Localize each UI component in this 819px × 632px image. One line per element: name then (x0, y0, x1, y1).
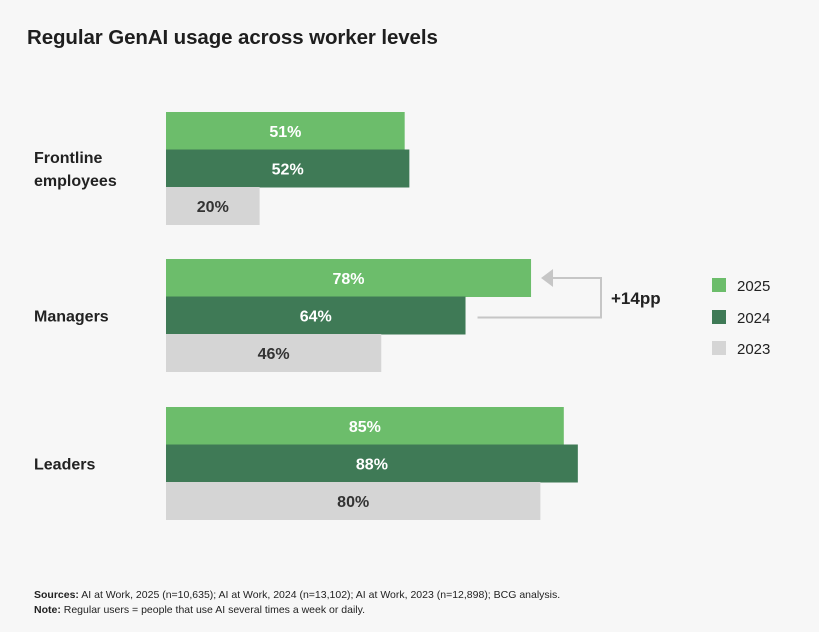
legend-swatch-2024 (712, 310, 726, 324)
legend-swatch-2023 (712, 341, 726, 355)
bar-label-leaders-2025: 85% (349, 419, 381, 436)
chart-title: Regular GenAI usage across worker levels (27, 26, 438, 49)
bar-leaders-2024 (166, 444, 578, 483)
legend-label-2025: 2025 (737, 278, 770, 295)
note-label: Note: (34, 604, 61, 616)
note-text: Regular users = people that use AI sever… (60, 604, 366, 616)
bar-label-leaders-2023: 80% (337, 494, 369, 511)
bar-label-managers-2025: 78% (333, 271, 365, 288)
legend-swatch-2025 (712, 278, 726, 292)
chart-footer: Sources: AI at Work, 2025 (n=10,635); AI… (34, 588, 560, 618)
bar-frontline-employees-2025 (166, 112, 405, 150)
category-label-frontline-employees-line-2: employees (34, 173, 117, 190)
legend-label-2024: 2024 (737, 310, 770, 327)
bar-frontline-employees-2023 (166, 187, 260, 225)
bar-label-managers-2023: 46% (258, 346, 290, 363)
bar-frontline-employees-2024 (166, 149, 410, 188)
annotation-label: +14pp (611, 289, 661, 308)
bar-label-leaders-2024: 88% (356, 457, 388, 474)
bar-label-managers-2024: 64% (300, 309, 332, 326)
sources-text: AI at Work, 2025 (n=10,635); AI at Work,… (78, 589, 561, 601)
bar-chart: Frontline employees 51% 52% 20% Managers 78% 64… (34, 112, 770, 520)
note-line: Note: Regular users = people that use AI… (34, 603, 560, 618)
bar-label-frontline-employees-2025: 51% (269, 124, 301, 141)
bar-managers-2023 (166, 334, 382, 372)
sources-label: Sources: (34, 589, 79, 601)
category-label-frontline-employees-line-1: Frontline (34, 150, 103, 167)
bar-managers-2025 (166, 259, 532, 297)
bar-leaders-2023 (166, 482, 541, 520)
bar-label-frontline-employees-2024: 52% (272, 162, 304, 179)
bar-leaders-2025 (166, 407, 564, 445)
annotation-connector (477, 277, 602, 319)
sources-line: Sources: AI at Work, 2025 (n=10,635); AI… (34, 588, 560, 603)
category-label-leaders: Leaders (34, 456, 95, 473)
bar-managers-2024 (166, 296, 466, 335)
annotation-arrowhead (541, 269, 554, 287)
category-label-managers: Managers (34, 308, 109, 325)
legend-label-2023: 2023 (737, 341, 770, 358)
bar-label-frontline-employees-2023: 20% (197, 199, 229, 216)
